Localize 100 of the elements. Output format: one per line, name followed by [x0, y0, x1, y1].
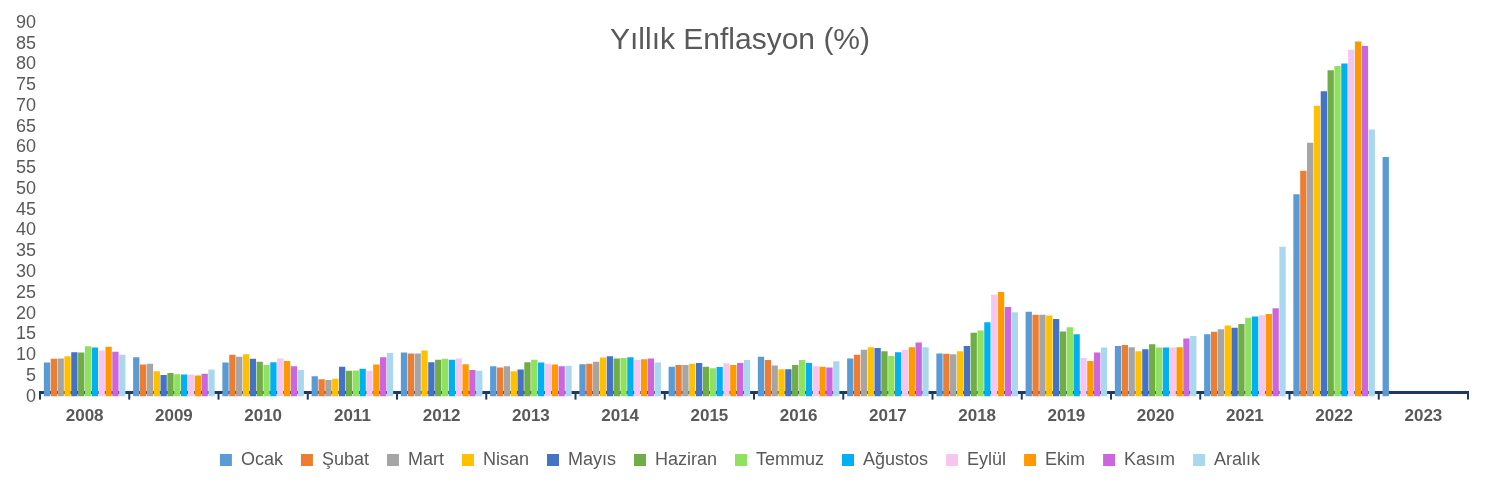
- bar: [606, 356, 614, 397]
- bar: [1046, 315, 1053, 397]
- bar: [1052, 318, 1060, 397]
- x-tick-label: 2012: [422, 406, 461, 426]
- legend-label: Mart: [407, 448, 444, 469]
- bar: [785, 369, 792, 397]
- bar: [1149, 344, 1156, 397]
- bar: [167, 372, 174, 397]
- bar: [249, 358, 257, 397]
- bar: [1025, 311, 1032, 397]
- bar: [359, 368, 366, 397]
- x-tick-label: 2020: [1136, 406, 1175, 426]
- bar: [956, 351, 964, 397]
- bar: [1354, 41, 1362, 397]
- x-tick-label: 2015: [690, 406, 729, 426]
- bar: [50, 358, 57, 397]
- bar: [620, 357, 627, 397]
- bar: [448, 359, 456, 397]
- x-tick-label: 2008: [65, 406, 104, 426]
- bar: [833, 361, 840, 397]
- bar: [1231, 327, 1238, 397]
- bar: [943, 353, 950, 397]
- bar: [1066, 327, 1073, 397]
- bar: [1279, 246, 1286, 397]
- bar: [689, 363, 696, 397]
- bar: [737, 362, 744, 397]
- bar: [1032, 314, 1039, 397]
- x-tick-label: 2014: [601, 406, 640, 426]
- bar: [1128, 347, 1135, 397]
- bar: [517, 369, 524, 397]
- x-tick-label: 2019: [1047, 406, 1086, 426]
- bar: [668, 366, 675, 397]
- bar: [84, 346, 92, 397]
- bar: [414, 353, 421, 397]
- bar: [805, 362, 813, 397]
- bar: [895, 352, 902, 397]
- bar: [1300, 170, 1307, 397]
- bar: [64, 356, 71, 397]
- bar: [476, 370, 483, 397]
- bar: [908, 347, 915, 397]
- bar: [1320, 91, 1328, 397]
- x-tick-label: 2010: [244, 406, 283, 426]
- bar: [112, 351, 119, 397]
- bar: [236, 356, 243, 397]
- bar: [984, 322, 991, 397]
- bar: [812, 366, 819, 397]
- legend-label: Mayıs: [567, 448, 616, 469]
- legend-label: Ekim: [1045, 448, 1086, 469]
- bar: [627, 357, 634, 397]
- bar: [771, 365, 778, 397]
- bar: [716, 367, 723, 397]
- bar: [1238, 323, 1245, 397]
- bar: [558, 366, 565, 397]
- bar: [290, 366, 298, 397]
- bar: [78, 352, 85, 397]
- bar: [593, 361, 600, 397]
- bar: [654, 362, 661, 397]
- x-tick-label: 2018: [958, 406, 997, 426]
- bar: [613, 358, 620, 397]
- bar: [105, 346, 112, 397]
- chart-title: Yıllık Enflasyon (%): [609, 22, 871, 56]
- y-tick-label: 20: [15, 302, 37, 323]
- bar: [1114, 345, 1122, 397]
- bar: [510, 371, 517, 397]
- y-tick-label: 90: [15, 11, 37, 32]
- bar: [146, 363, 154, 397]
- legend-label: Şubat: [321, 448, 369, 469]
- bar: [98, 350, 105, 397]
- bar: [318, 379, 325, 397]
- legend-label: Nisan: [482, 448, 529, 469]
- y-tick-label: 85: [15, 32, 37, 53]
- bar: [1265, 313, 1272, 397]
- bar: [634, 359, 641, 397]
- bar: [325, 379, 332, 397]
- bar: [386, 352, 394, 397]
- bar: [297, 370, 304, 397]
- bar: [1382, 156, 1389, 397]
- x-tick-label: 2009: [154, 406, 193, 426]
- bar: [1162, 347, 1170, 397]
- bar: [1204, 334, 1211, 397]
- bar: [139, 364, 147, 397]
- bar: [743, 360, 751, 397]
- bar: [242, 354, 250, 397]
- bar: [524, 362, 531, 397]
- bar: [936, 353, 943, 397]
- legend-label: Ocak: [240, 448, 284, 469]
- bar: [496, 367, 504, 397]
- bar: [366, 370, 373, 397]
- bar: [1348, 49, 1355, 397]
- bar: [1100, 347, 1108, 397]
- bar: [1155, 347, 1163, 397]
- bar: [283, 360, 291, 397]
- bar: [1224, 325, 1231, 397]
- legend-label: Eylül: [967, 448, 1007, 469]
- bar: [435, 359, 442, 397]
- bar: [1258, 315, 1266, 397]
- legend-label: Kasım: [1124, 448, 1176, 469]
- bar: [1176, 347, 1183, 397]
- bar: [469, 370, 476, 397]
- x-tick-label: 2022: [1315, 406, 1354, 426]
